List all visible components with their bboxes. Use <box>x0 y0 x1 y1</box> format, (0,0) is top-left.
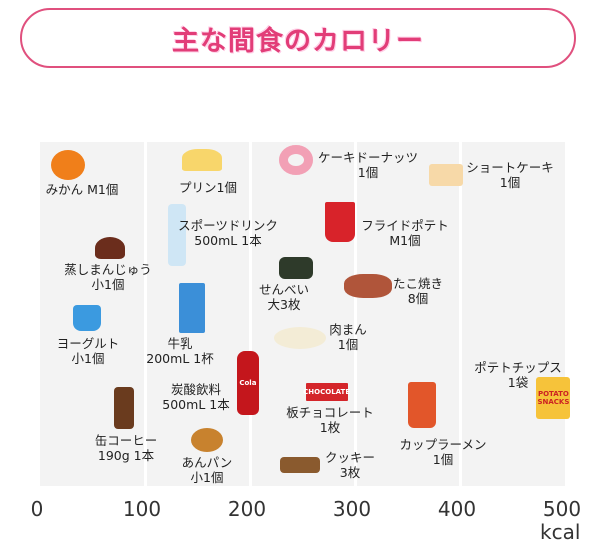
data-label-line: ポテトチップス <box>474 360 562 375</box>
data-label: ポテトチップス 1袋 <box>474 360 562 390</box>
data-label-line: 炭酸飲料 <box>170 382 221 397</box>
data-label-line: 1個 <box>337 337 359 352</box>
french-fries-icon <box>325 202 356 242</box>
chocolate-bar-icon: CHOCOLATE <box>303 383 350 401</box>
donut-icon <box>279 145 314 175</box>
x-tick-label: 400 <box>437 497 477 521</box>
data-label-line: 1個 <box>499 175 521 190</box>
anpan-icon <box>190 428 223 452</box>
milk-carton-icon <box>179 283 206 333</box>
pudding-icon <box>181 149 222 171</box>
data-label-line: 1袋 <box>507 375 529 390</box>
takoyaki-icon <box>343 274 392 298</box>
gridline <box>354 142 357 486</box>
data-label-line: あんパン <box>181 455 233 470</box>
data-label-line: 小1個 <box>190 470 224 485</box>
data-label: ショートケーキ 1個 <box>466 160 554 190</box>
data-label-line: スポーツドリンク <box>178 218 278 233</box>
data-label: ヨーグルト 小1個 <box>57 336 120 366</box>
data-label-line: フライドポテト <box>361 218 449 233</box>
data-label-line: 牛乳 <box>167 336 193 351</box>
data-label: 板チョコレート 1枚 <box>286 405 374 435</box>
data-label: みかん M1個 <box>46 182 119 197</box>
data-label: 炭酸飲料 500mL 1本 <box>162 382 229 412</box>
data-label-line: ショートケーキ <box>466 160 554 175</box>
data-label-line: せんべい <box>258 282 310 297</box>
data-label-line: 1個 <box>357 165 379 180</box>
data-label-line: 板チョコレート <box>286 405 374 420</box>
data-label-line: 1枚 <box>319 420 341 435</box>
title-banner: 主な間食のカロリー <box>20 8 576 68</box>
data-label-line: プリン1個 <box>179 180 237 195</box>
data-label-line: ケーキドーナッツ <box>317 150 419 165</box>
data-label: プリン1個 <box>179 180 237 195</box>
gridline <box>459 142 462 486</box>
data-label: せんべい 大3枚 <box>259 282 309 312</box>
x-tick-label: 100 <box>122 497 162 521</box>
mandarin-orange-icon <box>51 150 86 180</box>
sports-drink-bottle-icon <box>167 204 186 266</box>
data-label: あんパン 小1個 <box>182 455 233 485</box>
x-tick-label: 500 <box>542 497 582 521</box>
data-label: カップラーメン 1個 <box>399 437 486 467</box>
gridline <box>249 142 252 486</box>
cup-noodle-icon <box>408 382 437 428</box>
data-label-line: カップラーメン <box>399 437 487 452</box>
data-label-line: クッキー <box>324 450 376 465</box>
data-label-line: M1個 <box>389 233 421 248</box>
x-tick-label: 0 <box>30 497 44 521</box>
x-tick-label: 300 <box>332 497 372 521</box>
data-label-line: みかん M1個 <box>45 182 119 197</box>
data-label-line: たこ焼き <box>392 276 444 291</box>
data-label-line: 缶コーヒー <box>94 433 158 448</box>
data-label: 缶コーヒー 190g 1本 <box>95 433 158 463</box>
shortcake-icon <box>429 164 464 186</box>
chart-title: 主な間食のカロリー <box>172 25 424 57</box>
data-label-line: 大3枚 <box>267 297 301 312</box>
data-label-line: 1個 <box>432 452 454 467</box>
data-label-line: 蒸しまんじゅう <box>64 262 152 277</box>
x-axis-unit: kcal <box>540 520 581 544</box>
data-label: たこ焼き 8個 <box>393 276 443 306</box>
data-label: スポーツドリンク 500mL 1本 <box>178 218 278 248</box>
data-label-line: 8個 <box>407 291 429 306</box>
data-label-line: 小1個 <box>71 351 105 366</box>
data-label-line: 500mL 1本 <box>194 233 262 248</box>
data-label-line: 200mL 1杯 <box>146 351 214 366</box>
potato-chips-bag-icon: POTATO SNACKS <box>536 377 571 419</box>
data-label-line: 3枚 <box>339 465 361 480</box>
yogurt-icon <box>73 305 102 331</box>
data-label: ケーキドーナッツ 1個 <box>318 150 418 180</box>
meat-bun-icon <box>274 327 327 349</box>
data-label: 蒸しまんじゅう 小1個 <box>64 262 152 292</box>
rice-cracker-icon <box>279 257 314 279</box>
cookies-icon <box>280 457 321 473</box>
steamed-bun-icon <box>95 237 126 259</box>
data-label: クッキー 3枚 <box>325 450 375 480</box>
data-label-line: 500mL 1本 <box>162 397 230 412</box>
gridline <box>144 142 147 486</box>
canned-coffee-icon <box>114 387 134 429</box>
data-label-line: 肉まん <box>329 322 367 337</box>
data-label-line: 190g 1本 <box>97 448 155 463</box>
cola-bottle-icon: Cola <box>236 351 259 415</box>
data-label-line: ヨーグルト <box>56 336 120 351</box>
x-tick-label: 200 <box>227 497 267 521</box>
data-label-line: 小1個 <box>91 277 125 292</box>
data-label: 牛乳 200mL 1杯 <box>146 336 213 366</box>
data-label: フライドポテト M1個 <box>361 218 449 248</box>
data-label: 肉まん 1個 <box>329 322 367 352</box>
